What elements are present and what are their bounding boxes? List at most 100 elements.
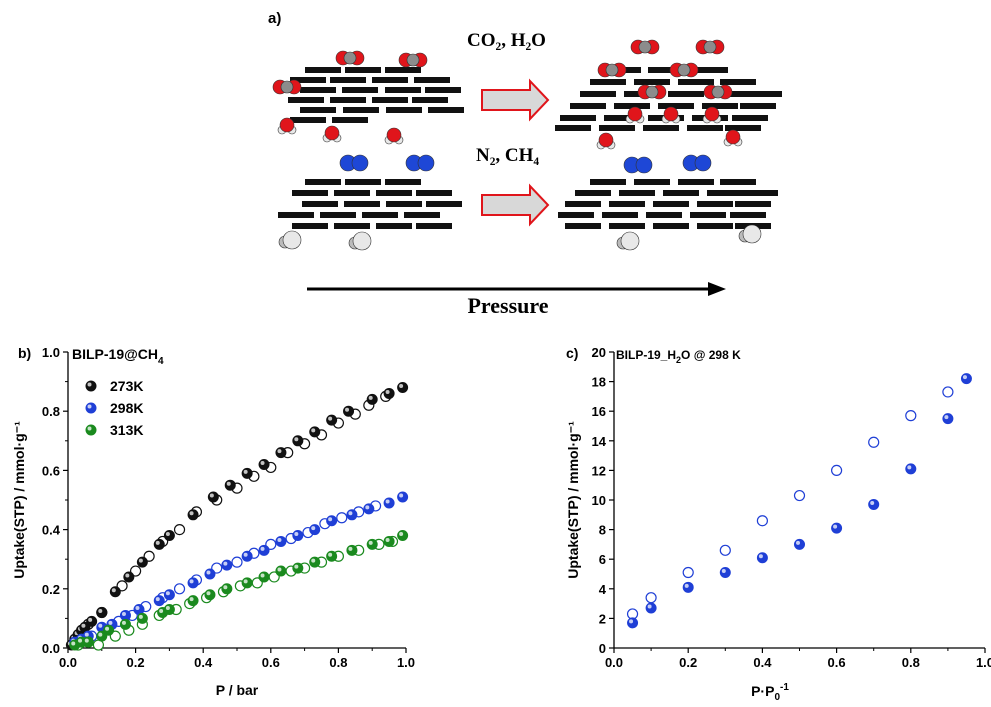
adsorption-point-fill <box>346 544 358 556</box>
framework-layer <box>302 201 338 207</box>
atom <box>725 129 741 145</box>
adsorption-point <box>275 565 287 577</box>
adsorption-point-fill <box>123 571 135 583</box>
adsorption-point-highlight <box>165 591 170 596</box>
y-tick-label: 0.0 <box>42 641 60 656</box>
adsorption-point-fill <box>942 413 954 425</box>
legend-marker <box>85 380 97 392</box>
adsorption-point-highlight <box>81 623 86 628</box>
adsorption-point-highlight <box>206 570 211 575</box>
adsorption-point-fill <box>187 509 199 521</box>
x-tick-label: 0.2 <box>127 655 145 670</box>
framework-layer <box>278 212 314 218</box>
chart-c-xlabel-main: P·P <box>751 683 774 699</box>
h2o-molecule-icon <box>596 132 616 150</box>
adsorption-point <box>960 373 972 385</box>
framework-layer <box>343 107 379 113</box>
framework-layer <box>653 223 689 229</box>
co2-molecule-icon <box>703 84 733 100</box>
ch4-molecule-icon <box>738 224 762 244</box>
adsorption-point-highlight <box>328 517 333 522</box>
adsorption-point <box>86 615 98 627</box>
co2-molecule-icon <box>398 52 428 68</box>
adsorption-point-highlight <box>155 540 160 545</box>
adsorption-point-highlight <box>385 499 390 504</box>
adsorption-point <box>905 463 917 475</box>
chart-b-legend: 273K 298K 313K <box>85 378 143 438</box>
framework-layer <box>560 115 596 121</box>
chart-b-xlabel: P / bar <box>216 682 259 698</box>
gas-molecules <box>272 39 762 251</box>
adsorption-point <box>204 568 216 580</box>
framework-layer <box>330 77 366 83</box>
adsorption-point-fill <box>109 586 121 598</box>
desorption-point <box>682 566 694 579</box>
adsorption-point-fill <box>326 414 338 426</box>
framework-layer <box>634 79 670 85</box>
framework-layer <box>602 212 638 218</box>
adsorption-point <box>719 567 731 579</box>
adsorption-point <box>258 458 270 470</box>
legend-marker <box>85 402 97 414</box>
framework-layer <box>416 190 452 196</box>
adsorption-point-highlight <box>907 465 912 470</box>
atom <box>279 117 295 133</box>
pressure-label: Pressure <box>467 293 548 318</box>
adsorption-point <box>221 583 233 595</box>
adsorption-point <box>187 577 199 589</box>
framework-layer <box>344 201 380 207</box>
framework-layer <box>404 212 440 218</box>
adsorption-point-highlight <box>399 384 404 389</box>
adsorption-point-fill <box>119 618 131 630</box>
adsorption-point-fill <box>207 491 219 503</box>
y-tick-label: 0 <box>599 641 606 656</box>
desorption-point <box>719 544 731 556</box>
adsorption-point <box>241 467 253 479</box>
framework-layer <box>332 117 368 123</box>
framework-layer <box>692 67 728 73</box>
adsorption-point-highlight <box>165 606 170 611</box>
atom <box>406 53 420 67</box>
adsorption-point-highlight <box>98 608 103 613</box>
adsorption-point-highlight <box>962 375 967 380</box>
adsorption-point-highlight <box>348 546 353 551</box>
adsorption-point-fill <box>82 636 94 648</box>
desorption-point <box>756 515 769 527</box>
adsorption-point-highlight <box>260 460 265 465</box>
adsorption-point-fill <box>905 463 917 475</box>
adsorption-point-fill <box>309 524 321 536</box>
adsorption-point-fill <box>163 604 175 616</box>
adsorption-point <box>292 435 304 447</box>
adsorption-point <box>343 405 355 417</box>
adsorption-point <box>119 618 131 630</box>
adsorption-point-highlight <box>944 415 949 420</box>
framework-layer <box>290 77 326 83</box>
adsorption-point-highlight <box>88 617 93 622</box>
adsorption-point-highlight <box>277 537 282 542</box>
adsorption-point-highlight <box>328 416 333 421</box>
y-tick-label: 0.2 <box>42 582 60 597</box>
x-tick-label: 0.0 <box>59 655 77 670</box>
adsorption-point-highlight <box>71 641 76 646</box>
adsorption-point-fill <box>309 556 321 568</box>
desorption-point <box>905 410 917 422</box>
adsorption-point <box>383 497 395 509</box>
adsorption-point <box>397 382 409 394</box>
chart-c-title-rest: O @ 298 K <box>681 348 741 362</box>
adsorption-point-highlight <box>277 567 282 572</box>
framework-layer <box>305 67 341 73</box>
adsorption-point-highlight <box>385 389 390 394</box>
adsorption-point <box>258 571 270 583</box>
adsorption-point-highlight <box>368 395 373 400</box>
label-n2-ch4: N₂, CH₄ <box>476 145 539 166</box>
adsorption-point-fill <box>204 568 216 580</box>
framework-layer <box>580 91 616 97</box>
adsorption-point-highlight <box>385 537 390 542</box>
adsorption-point-highlight <box>155 597 160 602</box>
pressure-arrowhead-icon <box>708 282 726 296</box>
atom <box>605 63 619 77</box>
adsorption-point <box>241 550 253 562</box>
adsorption-point-highlight <box>226 481 231 486</box>
adsorption-point <box>868 498 880 510</box>
adsorption-point-highlight <box>98 623 103 628</box>
